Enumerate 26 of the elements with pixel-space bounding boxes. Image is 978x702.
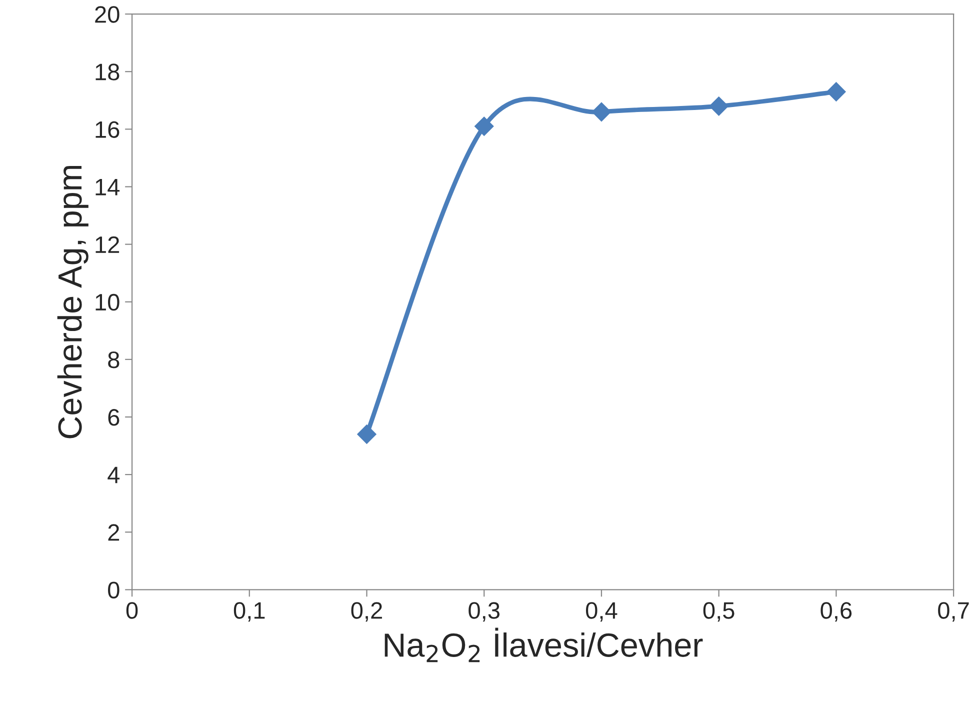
x-tick-label: 0,3 bbox=[468, 602, 500, 622]
y-tick-label: 0 bbox=[108, 582, 120, 598]
y-tick-label: 8 bbox=[108, 351, 120, 368]
point bbox=[709, 96, 728, 116]
y-tick-label: 6 bbox=[108, 409, 120, 426]
x-tick-label: 0,4 bbox=[586, 602, 618, 622]
x-axis-title: Na$_{2}$O$_{2}$ İlavesi/Cevher bbox=[384, 628, 703, 662]
x-tick-label: 0,1 bbox=[234, 602, 265, 622]
x-tick-label: 0,6 bbox=[820, 602, 852, 622]
x-tick-label: 0 bbox=[126, 602, 138, 619]
point bbox=[357, 424, 376, 444]
x-tick-label: 0,5 bbox=[703, 602, 734, 622]
y-tick-label: 14 bbox=[96, 179, 120, 196]
y-tick-label: 12 bbox=[96, 236, 120, 253]
point bbox=[826, 82, 846, 102]
y-axis-title: Cevherde Ag, ppm bbox=[57, 166, 88, 438]
y-tick-label: 2 bbox=[108, 524, 120, 541]
y-tick-label: 20 bbox=[95, 6, 120, 23]
x-tick-label: 0,7 bbox=[938, 602, 969, 622]
y-tick-label: 16 bbox=[96, 121, 120, 138]
point bbox=[474, 116, 494, 136]
y-tick-label: 18 bbox=[96, 64, 120, 80]
x-tick-label: 0,2 bbox=[351, 602, 382, 622]
point bbox=[592, 102, 612, 122]
y-tick-label: 4 bbox=[108, 466, 120, 484]
y-tick-label: 10 bbox=[96, 294, 120, 311]
